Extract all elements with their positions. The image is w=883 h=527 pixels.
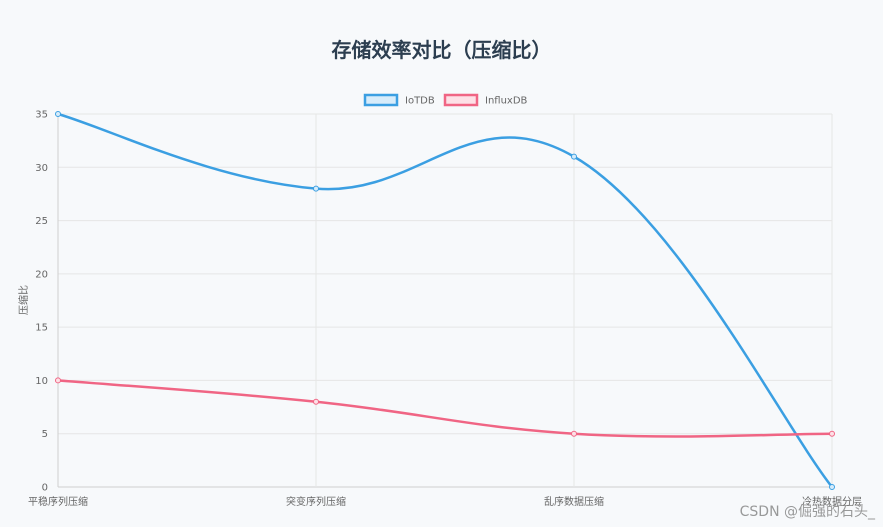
x-tick-label: 乱序数据压缩 <box>544 495 604 508</box>
y-tick-label: 20 <box>35 269 48 280</box>
y-tick-label: 0 <box>42 483 48 494</box>
legend-label: IoTDB <box>405 96 435 107</box>
data-point <box>55 377 61 384</box>
series-line-influxdb <box>57 379 833 438</box>
legend-swatch <box>363 93 399 107</box>
x-tick-label: 突变序列压缩 <box>286 495 346 508</box>
legend-label: InfluxDB <box>485 96 528 107</box>
y-tick-label: 25 <box>35 216 48 227</box>
watermark-text: CSDN @倔强的石头_ <box>739 504 875 520</box>
legend[interactable]: IoTDB InfluxDB <box>363 93 528 107</box>
legend-item-influxdb[interactable]: InfluxDB <box>443 93 528 107</box>
data-point <box>55 111 61 117</box>
data-point <box>829 484 835 490</box>
data-point <box>313 398 319 405</box>
data-point <box>571 153 577 160</box>
y-tick-label: 35 <box>35 110 48 121</box>
x-tick-label: 平稳序列压缩 <box>28 495 88 508</box>
legend-swatch <box>443 93 479 107</box>
y-axis-title: 压缩比 <box>17 285 30 315</box>
grid-lines <box>57 113 833 488</box>
chart-title: 存储效率对比（压缩比） <box>331 38 552 62</box>
y-tick-label: 10 <box>35 376 48 387</box>
x-tick-label: 冷热数据分层 <box>802 495 862 508</box>
series-line-iotdb <box>57 112 833 488</box>
y-tick-label: 5 <box>42 429 48 440</box>
series-lines <box>55 111 835 490</box>
y-tick-label: 30 <box>35 163 48 174</box>
legend-item-iotdb[interactable]: IoTDB <box>363 93 435 107</box>
data-point <box>571 430 577 437</box>
y-tick-label: 15 <box>35 323 48 334</box>
axes: 0 5 10 15 20 25 30 35 平稳序列压缩 突变序列压缩 乱序数据压缩 冷热数据分层 <box>28 110 862 509</box>
data-point <box>829 430 835 437</box>
data-point <box>313 185 319 192</box>
